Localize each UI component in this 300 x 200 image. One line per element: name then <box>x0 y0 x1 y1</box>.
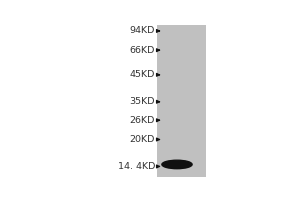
Ellipse shape <box>162 160 192 169</box>
Text: 26KD: 26KD <box>130 116 155 125</box>
Bar <box>157 25 206 177</box>
Text: 20KD: 20KD <box>130 135 155 144</box>
Text: 94KD: 94KD <box>130 26 155 35</box>
Text: 45KD: 45KD <box>130 70 155 79</box>
Text: 66KD: 66KD <box>130 46 155 55</box>
Text: 35KD: 35KD <box>129 97 155 106</box>
Text: 14. 4KD: 14. 4KD <box>118 162 155 171</box>
